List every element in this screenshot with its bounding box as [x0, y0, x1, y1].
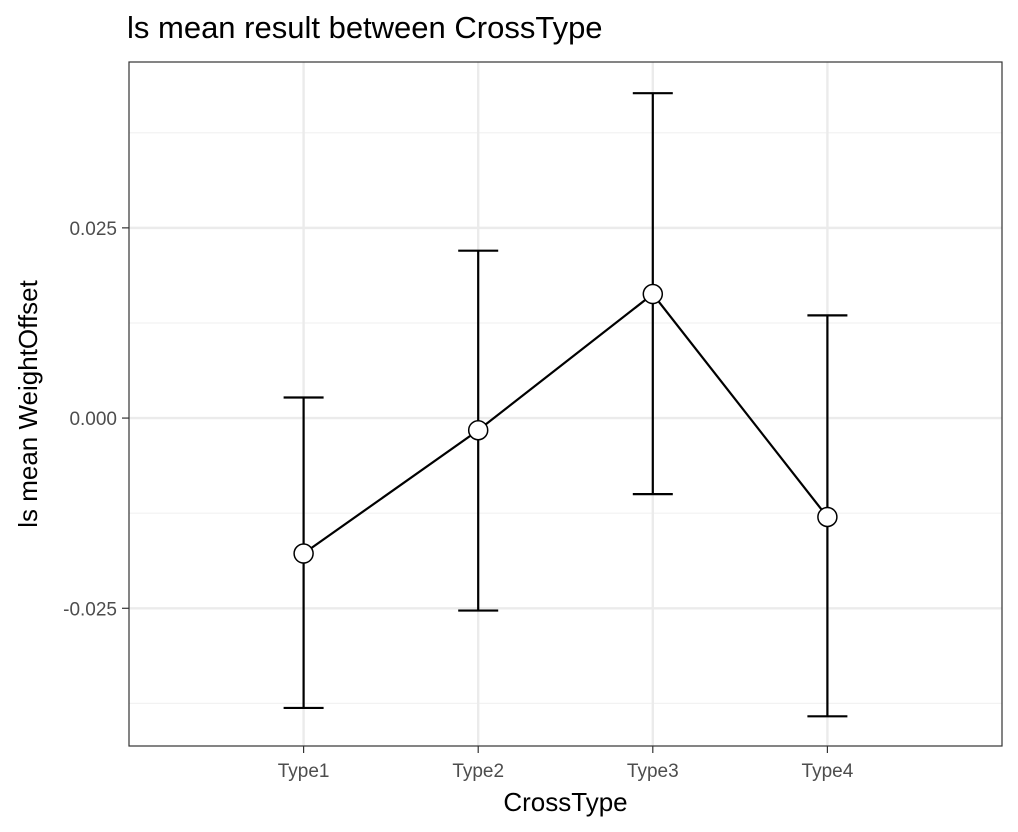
- y-tick-label: -0.025: [63, 599, 117, 620]
- y-tick-label: 0.025: [69, 219, 117, 240]
- data-point: [817, 506, 838, 528]
- panel-background: [129, 62, 1002, 746]
- series-line: [302, 292, 829, 555]
- y-axis: -0.025 0.000 0.025: [63, 219, 129, 620]
- x-axis-title: CrossType: [503, 787, 627, 817]
- plot-panel: [128, 61, 1003, 747]
- x-tick-label: Type1: [278, 761, 330, 782]
- x-tick-label: Type4: [802, 761, 854, 782]
- data-points: [293, 283, 838, 564]
- y-axis-title: ls mean WeightOffset: [13, 279, 43, 527]
- data-point: [467, 419, 489, 441]
- y-tick-label: 0.000: [69, 409, 117, 430]
- x-tick-label: Type3: [627, 761, 679, 782]
- chart-title: ls mean result between CrossType: [127, 10, 603, 45]
- data-point: [642, 283, 664, 305]
- x-axis: Type1 Type2 Type3 Type4: [278, 746, 854, 782]
- series-line-group: [302, 292, 829, 555]
- data-point: [293, 543, 314, 564]
- x-tick-label: Type2: [452, 761, 504, 782]
- panel-border: [128, 61, 1003, 747]
